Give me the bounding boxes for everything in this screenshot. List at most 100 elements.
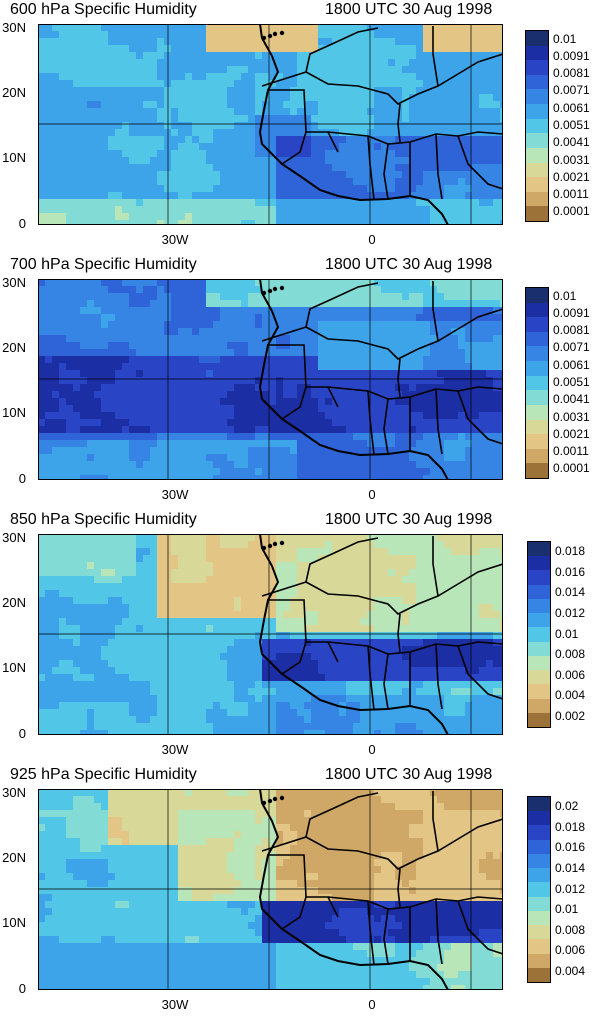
legend-swatch: [526, 104, 548, 120]
legend-swatch: [528, 853, 550, 869]
country-border: [281, 641, 307, 675]
legend-label: 0.0061: [553, 100, 590, 115]
legend-swatch: [528, 627, 550, 643]
legend-swatch: [526, 361, 548, 377]
country-border: [261, 282, 379, 342]
legend-label: 0.016: [555, 564, 586, 579]
legend-label: 0.0051: [553, 118, 590, 132]
legend-swatch: [526, 302, 548, 318]
country-border: [432, 26, 439, 87]
country-border: [457, 645, 503, 700]
legend-label: 0.0011: [553, 187, 589, 202]
legend-label: 0.004: [555, 963, 586, 978]
legend-label: 0.0051: [553, 375, 590, 389]
humidity-map: [38, 24, 503, 225]
legend-swatch: [526, 375, 548, 391]
map-panel: 700 hPa Specific Humidity 1800 UTC 30 Aug…: [0, 255, 600, 510]
legend-swatch: [526, 448, 548, 464]
legend-swatch: [526, 45, 548, 61]
panel-title: 925 hPa Specific Humidity: [10, 766, 197, 783]
y-tick-label: 20N: [2, 850, 26, 865]
y-tick-label: 0: [18, 216, 26, 231]
legend-label: 0.018: [555, 819, 586, 834]
legend-swatch: [528, 939, 550, 955]
country-border: [261, 27, 379, 87]
legend-label: 0.002: [555, 708, 586, 723]
legend-label: 0.0041: [553, 392, 590, 407]
legend-label: 0.018: [555, 544, 586, 559]
legend-swatch: [528, 839, 550, 855]
legend-swatch: [526, 162, 548, 178]
country-border: [432, 281, 439, 342]
country-border: [305, 818, 503, 870]
country-border: [383, 908, 389, 965]
legend-swatch: [526, 118, 548, 134]
country-border: [281, 386, 307, 420]
panel-time-label: 1800 UTC 30 Aug 1998: [325, 1, 493, 18]
country-border: [281, 896, 307, 930]
x-tick-label: 0: [368, 487, 376, 502]
country-border: [261, 792, 379, 852]
island: [261, 35, 267, 41]
humidity-map: [38, 279, 503, 480]
legend-label: 0.0001: [553, 461, 590, 476]
legend-label: 0.0091: [553, 305, 590, 320]
legend-swatch: [528, 598, 550, 614]
panel-title: 850 hPa Specific Humidity: [10, 511, 197, 528]
island: [279, 30, 285, 36]
country-border: [367, 390, 375, 456]
legend-label: 0.02: [555, 799, 579, 814]
country-border: [383, 143, 389, 200]
legend-swatch: [528, 910, 550, 926]
country-border: [261, 537, 379, 597]
y-tick-label: 30N: [2, 20, 26, 35]
y-tick-label: 10N: [2, 660, 26, 675]
country-border: [397, 868, 401, 908]
legend-swatch: [528, 896, 550, 912]
legend-label: 0.0011: [553, 444, 589, 459]
country-border: [305, 563, 503, 615]
x-tick-label: 30W: [161, 742, 189, 757]
color-legend: [525, 287, 549, 479]
legend-swatch: [528, 925, 550, 940]
legend-swatch: [528, 570, 550, 586]
legend-label: 0.01: [555, 902, 579, 917]
country-border: [367, 135, 375, 201]
legend-swatch: [528, 542, 550, 557]
country-border: [305, 308, 503, 360]
country-border: [367, 645, 375, 711]
legend-label: 0.006: [555, 943, 586, 958]
island: [261, 290, 267, 296]
y-tick-label: 0: [18, 726, 26, 741]
legend-swatch: [528, 641, 550, 657]
color-legend: [525, 30, 549, 222]
y-tick-label: 10N: [2, 150, 26, 165]
legend-label: 0.016: [555, 840, 586, 855]
island: [267, 798, 273, 804]
country-border: [435, 133, 443, 200]
country-border: [397, 613, 401, 653]
y-tick-label: 10N: [2, 405, 26, 420]
legend-swatch: [526, 346, 548, 362]
country-border: [457, 135, 503, 190]
x-tick-label: 0: [368, 742, 376, 757]
y-tick-label: 30N: [2, 530, 26, 545]
legend-label: 0.01: [553, 31, 577, 46]
legend-swatch: [528, 825, 550, 841]
legend-swatch: [528, 868, 550, 883]
legend-label: 0.0081: [553, 323, 590, 338]
legend-swatch: [528, 797, 550, 812]
legend-label: 0.01: [555, 626, 579, 641]
country-border: [432, 536, 439, 597]
y-tick-label: 0: [18, 981, 26, 996]
legend-swatch: [526, 89, 548, 105]
panel-title: 700 hPa Specific Humidity: [10, 256, 197, 273]
country-border: [383, 398, 389, 455]
map-panel: 600 hPa Specific Humidity 1800 UTC 30 Aug…: [0, 0, 600, 255]
legend-swatch: [528, 712, 550, 728]
legend-label: 0.0061: [553, 357, 590, 372]
legend-swatch: [528, 967, 550, 983]
legend-swatch: [526, 317, 548, 333]
island: [267, 33, 273, 39]
y-tick-label: 20N: [2, 85, 26, 100]
